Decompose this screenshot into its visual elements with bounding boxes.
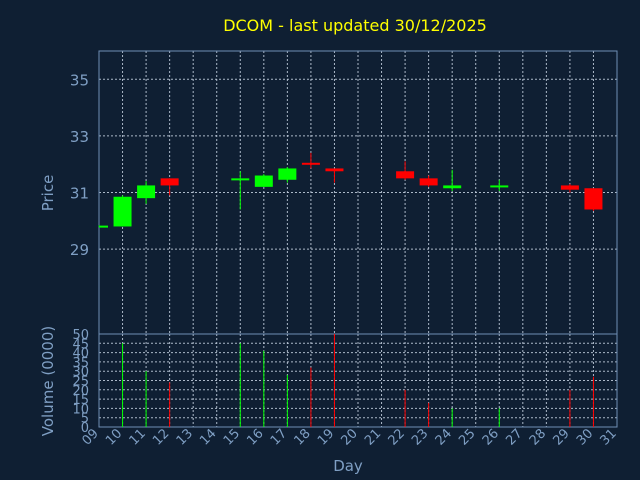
candle	[443, 169, 462, 192]
day-tick-label: 17	[268, 426, 290, 448]
candles	[98, 152, 603, 228]
candle	[98, 225, 108, 228]
candle-body	[160, 178, 179, 186]
candle-body	[254, 175, 273, 187]
candle-body	[490, 185, 509, 188]
candle	[254, 174, 273, 187]
day-tick-label: 14	[197, 426, 219, 448]
day-tick-label: 13	[174, 426, 196, 448]
day-tick-labels: 09 10 11 12 13 14 15 16 17 18 19 20 21 22 23 24 25 26 27 28…	[80, 426, 620, 448]
candle	[113, 195, 132, 227]
day-tick-label: 24	[433, 426, 455, 448]
candle	[584, 188, 603, 211]
chart-title: DCOM - last updated 30/12/2025	[223, 16, 487, 35]
day-tick-label: 26	[480, 426, 502, 448]
day-tick-label: 15	[221, 426, 243, 448]
price-tick-label: 31	[70, 185, 89, 203]
volume-axis-label: Volume (0000)	[39, 326, 57, 436]
candle-body	[113, 196, 132, 227]
day-tick-label: 23	[409, 426, 431, 448]
volume-tick-label: 40	[72, 347, 89, 362]
day-tick-label: 29	[550, 426, 572, 448]
volume-panel-frame	[98, 333, 618, 428]
day-tick-label: 25	[456, 426, 478, 448]
price-axis-label: Price	[39, 175, 57, 212]
volume-tick-label: 10	[72, 402, 89, 417]
price-grid	[98, 51, 618, 334]
candle	[301, 152, 320, 169]
candle-body	[278, 168, 297, 180]
candle	[278, 167, 297, 183]
day-axis-label: Day	[333, 457, 363, 475]
candle	[490, 179, 509, 192]
candle-body	[584, 188, 603, 210]
day-tick-label: 10	[103, 426, 125, 448]
price-tick-label: 35	[70, 71, 89, 89]
day-tick-label: 12	[150, 426, 172, 448]
day-tick-label: 20	[339, 426, 361, 448]
price-tick-label: 29	[70, 241, 89, 259]
candle	[560, 184, 579, 193]
candle-body	[419, 178, 438, 186]
volume-grid	[98, 333, 618, 428]
candle-body	[231, 178, 250, 181]
day-tick-label: 21	[362, 426, 384, 448]
volume-tick-label: 25	[72, 375, 89, 390]
candle	[137, 181, 156, 204]
candle	[419, 175, 438, 187]
volume-tick-label: 5	[81, 412, 89, 427]
day-tick-label: 30	[574, 426, 596, 448]
volume-tick-label: 0	[81, 421, 89, 436]
volume-tick-label: 30	[72, 365, 89, 380]
candle	[231, 171, 250, 210]
price-tick-labels: 29 31 33 35	[70, 71, 89, 259]
candle-body	[325, 168, 344, 172]
candle-body	[396, 171, 415, 179]
day-tick-label: 31	[598, 426, 620, 448]
price-tick-label: 33	[70, 128, 89, 146]
volume-bars	[122, 334, 594, 427]
volume-tick-label: 35	[72, 356, 89, 371]
day-tick-label: 18	[291, 426, 313, 448]
day-tick-label: 11	[127, 426, 149, 448]
day-tick-label: 19	[315, 426, 337, 448]
volume-tick-label: 20	[72, 384, 89, 399]
candle-body	[137, 185, 156, 199]
volume-tick-label: 15	[72, 393, 89, 408]
candle-body	[443, 185, 462, 189]
candle	[396, 161, 415, 180]
volume-tick-label: 45	[72, 337, 89, 352]
day-tick-label: 22	[386, 426, 408, 448]
candle	[160, 178, 179, 196]
candle-body	[560, 185, 579, 190]
day-tick-label: 27	[503, 426, 525, 448]
candle-body	[99, 225, 108, 228]
day-tick-label: 16	[244, 426, 266, 448]
volume-tick-label: 50	[72, 328, 89, 343]
day-tick-label: 28	[527, 426, 549, 448]
candle	[325, 168, 344, 183]
candle-body	[301, 162, 320, 165]
